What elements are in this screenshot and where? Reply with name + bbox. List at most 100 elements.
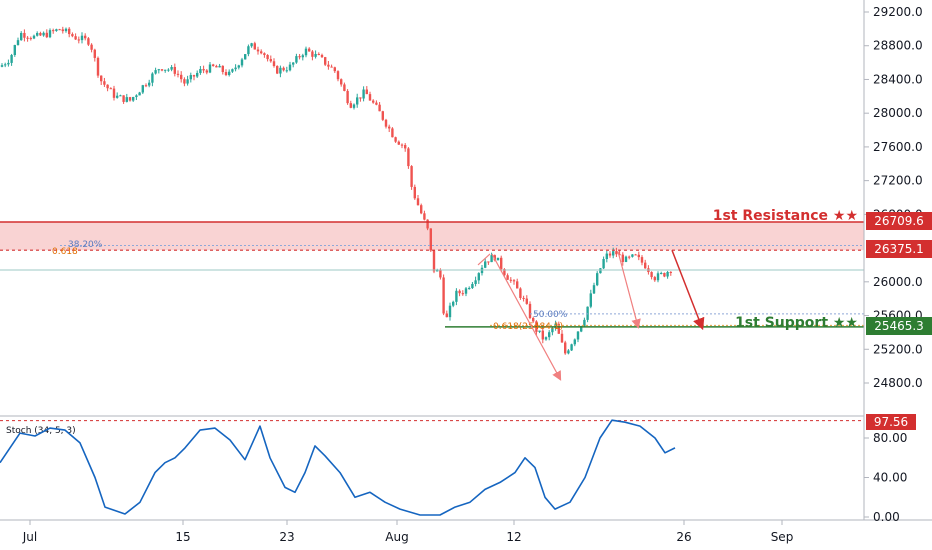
stoch-tick-label: 80.00 [873, 431, 907, 445]
candle-body [615, 251, 618, 255]
candle-body [439, 269, 442, 278]
candle-body [272, 61, 276, 67]
candle-body [221, 65, 224, 73]
time-tick-label: 12 [506, 530, 521, 544]
candle-body [343, 84, 346, 91]
candle-body [61, 29, 64, 32]
candle-body [253, 43, 256, 50]
candle-body [295, 56, 298, 63]
candle-body [484, 261, 487, 268]
candle-body [580, 326, 583, 332]
candle-body [589, 293, 592, 307]
candle-body [144, 85, 148, 87]
candle-body [32, 35, 36, 39]
candle-body [640, 257, 644, 263]
candle-body [176, 73, 180, 75]
candle-body [234, 67, 237, 70]
candle-body [637, 254, 640, 258]
candle-body [359, 97, 362, 99]
candle-body [106, 84, 109, 89]
support-label: 1st Support ★★ [735, 315, 858, 331]
fib-50-label: 50.00% [533, 310, 568, 320]
candle-body [29, 38, 32, 40]
candle-body [128, 97, 132, 101]
candle-body [621, 254, 624, 262]
candle-body [138, 92, 141, 96]
candle-body [544, 337, 548, 340]
time-tick-label: Jul [22, 530, 37, 544]
candle-body [45, 32, 48, 38]
level-lines [0, 221, 864, 328]
candle-body [260, 51, 263, 54]
candle-body [301, 55, 304, 58]
candle-body [192, 75, 196, 77]
candle-body [52, 30, 55, 32]
candle-body [304, 48, 308, 56]
candle-body [352, 104, 356, 108]
candle-body [464, 288, 468, 294]
candle-body [538, 330, 541, 332]
candle-body [663, 272, 666, 277]
projection-arrow-main [671, 249, 705, 331]
candle-body [532, 318, 535, 322]
candle-body [500, 257, 503, 270]
candle-body [202, 69, 205, 71]
candle-body [519, 288, 522, 298]
candle-body [458, 290, 461, 294]
candle-body [196, 72, 199, 77]
price-tick-label: 28000.0 [873, 106, 923, 120]
stoch-label: Stoch (34, 5, 3) [6, 426, 76, 436]
candle-body [365, 89, 368, 95]
candle-body [660, 272, 663, 274]
candle-body [0, 65, 4, 67]
candle-body [551, 327, 554, 333]
candle-body [109, 88, 112, 90]
projection-arrow-past [491, 253, 562, 381]
time-tick-label: 15 [175, 530, 190, 544]
projection-arrows [477, 249, 705, 381]
price-tick-label: 27200.0 [873, 174, 923, 188]
candle-body [93, 49, 96, 58]
fib-382-label: 38.20% [68, 240, 103, 250]
candle-body [132, 97, 135, 101]
fib-618-top-label: 0.618 [52, 247, 78, 257]
candle-body [77, 39, 80, 41]
candle-body [266, 55, 269, 60]
candle-body [205, 70, 208, 73]
price-tick-label: 28400.0 [873, 72, 923, 86]
candle-body [208, 64, 212, 73]
support-badge [866, 317, 932, 335]
candle-body [228, 71, 231, 76]
candle-body [308, 48, 311, 52]
candle-body [276, 66, 279, 74]
price-tick-label: 25200.0 [873, 342, 923, 356]
candle-body [605, 253, 608, 260]
candle-body [468, 288, 471, 290]
stoch-current-badge [866, 414, 916, 430]
candle-body [596, 273, 599, 286]
candle-body [548, 332, 551, 338]
support-value: 25465.3 [874, 319, 924, 333]
candle-body [330, 66, 333, 68]
candle-body [327, 64, 330, 67]
candle-body [522, 297, 525, 299]
candle-body [340, 79, 343, 85]
candle-body [10, 55, 13, 63]
price-tick-label: 28800.0 [873, 39, 923, 53]
candle-body [602, 259, 605, 269]
candle-body [333, 67, 336, 72]
candle-body [487, 261, 490, 263]
resistance-label: 1st Resistance ★★ [713, 208, 858, 224]
candle-body [573, 339, 576, 345]
candle-body [87, 38, 90, 45]
candle-body [628, 256, 631, 258]
candle-body [244, 54, 247, 60]
candle-body [445, 313, 448, 318]
stoch-line [0, 419, 676, 516]
candle-body [180, 74, 183, 80]
candle-body [388, 126, 391, 129]
candle-body [653, 277, 656, 281]
candle-body [381, 111, 384, 120]
candle-body [20, 32, 23, 41]
candle-body [26, 37, 29, 39]
